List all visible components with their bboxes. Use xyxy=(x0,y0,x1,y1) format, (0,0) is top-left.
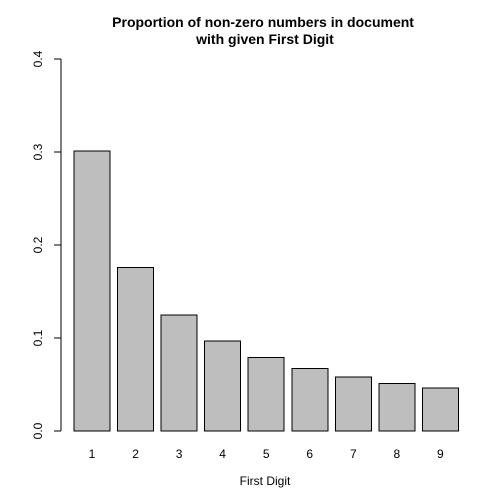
y-tick-label-0.1: 0.1 xyxy=(31,329,45,346)
chart-title-line-2: with given First Digit xyxy=(195,31,334,47)
chart-title-line-1: Proportion of non-zero numbers in docume… xyxy=(112,14,414,30)
bar-5 xyxy=(247,357,285,432)
x-tick-label-4: 4 xyxy=(219,447,226,461)
bar-8 xyxy=(378,383,416,432)
x-tick-label-8: 8 xyxy=(394,447,401,461)
bar-7 xyxy=(334,376,372,432)
x-axis: 1 2 3 4 5 6 7 8 9 xyxy=(89,447,444,461)
y-tick-label-0.2: 0.2 xyxy=(31,236,45,253)
bar-4 xyxy=(204,340,242,432)
bar-group xyxy=(73,150,459,432)
bar-9 xyxy=(421,387,459,432)
bar-3 xyxy=(160,314,198,432)
x-tick-label-9: 9 xyxy=(437,447,444,461)
x-tick-label-7: 7 xyxy=(350,447,357,461)
y-axis: 0.0 0.1 0.2 0.3 0.4 xyxy=(31,50,62,439)
x-tick-label-5: 5 xyxy=(263,447,270,461)
bar-6 xyxy=(291,368,329,432)
bar-1 xyxy=(73,150,111,432)
x-tick-label-3: 3 xyxy=(176,447,183,461)
bar-2 xyxy=(117,266,155,432)
x-tick-label-6: 6 xyxy=(306,447,313,461)
y-tick-label-0.0: 0.0 xyxy=(31,422,45,439)
y-tick-label-0.3: 0.3 xyxy=(31,143,45,160)
x-tick-label-1: 1 xyxy=(89,447,96,461)
y-tick-label-0.4: 0.4 xyxy=(31,50,45,67)
x-axis-label: First Digit xyxy=(240,474,291,488)
chart-title: Proportion of non-zero numbers in docume… xyxy=(112,14,418,47)
x-tick-label-2: 2 xyxy=(132,447,139,461)
